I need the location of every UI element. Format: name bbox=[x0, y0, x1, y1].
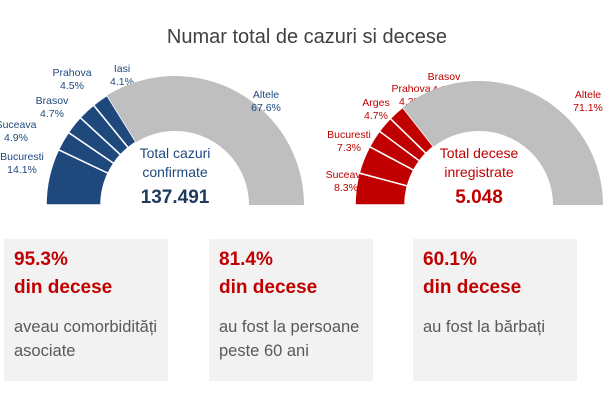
slice-label-name: Altele bbox=[253, 89, 279, 101]
slice-label-name: Brasov bbox=[428, 71, 461, 83]
donut-slice-deaths-brasov bbox=[389, 106, 435, 155]
slice-label-value: 4.9% bbox=[4, 132, 28, 144]
center-total-value: 137.491 bbox=[141, 187, 210, 208]
slice-label-value: 8.3% bbox=[334, 182, 358, 194]
stat-subtitle: din decese bbox=[219, 277, 318, 298]
slice-label-name: Prahova bbox=[52, 67, 91, 79]
slice-label-name: Arges bbox=[362, 97, 389, 109]
slice-label-name: Prahova bbox=[391, 83, 430, 95]
slice-label-value: 4.7% bbox=[364, 110, 388, 122]
stat-description: aveau comorbidități asociate bbox=[14, 318, 158, 360]
stat-description: au fost la persoane peste 60 ani bbox=[219, 318, 360, 360]
stat-card-men: 60.1% din decese au fost la bărbați bbox=[413, 239, 577, 381]
stat-card-comorbidities: 95.3% din decese aveau comorbidități aso… bbox=[4, 239, 168, 381]
stat-card-over-60: 81.4% din decese au fost la persoane pes… bbox=[209, 239, 373, 381]
stat-subtitle: din decese bbox=[14, 277, 113, 298]
slice-label-name: Altele bbox=[575, 89, 601, 101]
slice-label-name: Brasov bbox=[36, 95, 69, 107]
charts-canvas: Bucuresti14.1%Suceava4.9%Brasov4.7%Praho… bbox=[0, 63, 603, 208]
donut-slice-deaths-altele bbox=[402, 80, 603, 205]
slice-label-value: 14.1% bbox=[7, 164, 37, 176]
slice-label-value: 4.5% bbox=[60, 80, 84, 92]
donut-slice-cases-iasi bbox=[92, 94, 138, 149]
slice-label-value: 71.1% bbox=[573, 102, 603, 114]
stat-description: au fost la bărbați bbox=[423, 318, 545, 336]
slice-label-name: Suceava bbox=[0, 119, 37, 131]
slice-label-name: Iasi bbox=[114, 63, 130, 75]
center-label-line2: confirmate bbox=[142, 164, 208, 180]
slice-label-value: 7.3% bbox=[337, 142, 361, 154]
center-total-value: 5.048 bbox=[455, 187, 503, 208]
center-label-line1: Total cazuri bbox=[140, 145, 211, 161]
slice-label-name: Bucuresti bbox=[327, 129, 371, 141]
slice-label-value: 67.6% bbox=[251, 102, 281, 114]
center-label-line2: inregistrate bbox=[444, 164, 513, 180]
donut-slice-cases-altele bbox=[107, 76, 304, 205]
slice-label-name: Suceava bbox=[326, 169, 367, 181]
slice-label-value: 4.7% bbox=[40, 108, 64, 120]
stat-percent: 95.3% bbox=[14, 249, 68, 270]
stat-percent: 81.4% bbox=[219, 249, 273, 270]
stat-percent: 60.1% bbox=[423, 249, 477, 270]
center-label-line1: Total decese bbox=[440, 145, 519, 161]
chart-title: Numar total de cazuri si decese bbox=[166, 26, 448, 48]
stat-subtitle: din decese bbox=[423, 277, 522, 298]
slice-label-name: Bucuresti bbox=[0, 151, 44, 163]
